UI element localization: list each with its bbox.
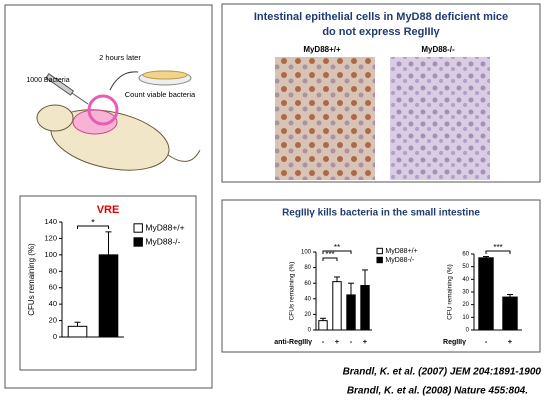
- bar: [502, 296, 518, 331]
- y-tick-label: 30: [462, 290, 469, 296]
- legend-swatch: [133, 223, 143, 233]
- y-tick-label: 60: [304, 281, 311, 287]
- bar: [98, 254, 119, 338]
- chart-title: VRE: [97, 204, 120, 216]
- y-tick-label: 20: [462, 302, 469, 308]
- vre-panel: [19, 195, 197, 371]
- significance-bracket: [322, 257, 338, 261]
- x-tick-label: +: [508, 337, 513, 346]
- y-tick-label: 40: [462, 277, 469, 283]
- bar: [360, 285, 370, 331]
- mouse-illustration: [36, 70, 201, 171]
- reference: Brandl, K. et al. (2007) JEM 204:1891-19…: [343, 367, 542, 378]
- y-tick-label: 100: [44, 250, 57, 259]
- histology-title: Intestinal epithelial cells in MyD88 def…: [254, 11, 508, 23]
- left-panel: [4, 4, 213, 389]
- x-tick-label: -: [485, 337, 488, 346]
- y-tick-label: 40: [49, 299, 57, 308]
- killing-panel: [221, 199, 541, 353]
- image-label: MyD88-/-: [421, 45, 455, 54]
- x-tick-label: -: [322, 337, 325, 346]
- bar: [332, 281, 342, 331]
- significance-label: ***: [325, 250, 334, 259]
- significance-label: *: [91, 218, 95, 229]
- y-tick-label: 20: [49, 316, 57, 325]
- y-tick-label: 60: [462, 252, 469, 258]
- bar: [478, 257, 494, 331]
- y-tick-label: 60: [49, 283, 57, 292]
- y-tick-label: 120: [44, 233, 57, 242]
- x-axis-label: anti-RegIIIγ: [274, 339, 312, 346]
- y-tick-label: 50: [462, 264, 469, 270]
- count-label: Count viable bacteria: [125, 90, 196, 99]
- legend-swatch: [133, 237, 143, 247]
- histology-panel: [221, 3, 541, 183]
- y-tick-label: 40: [304, 296, 311, 302]
- y-tick-label: 0: [53, 332, 57, 341]
- bar: [318, 320, 328, 331]
- y-tick-label: 0: [466, 328, 470, 334]
- legend-label: MyD88-/-: [145, 236, 180, 246]
- micrograph: [390, 57, 490, 180]
- panel-title: RegIIIγ kills bacteria in the small inte…: [282, 208, 480, 219]
- bar: [346, 294, 356, 331]
- y-tick-label: 10: [462, 315, 469, 321]
- injection-label: 1000 Bacteria: [26, 77, 69, 84]
- reference: Brandl, K. et al. (2008) Nature 455:804.: [347, 386, 528, 397]
- bar: [67, 325, 88, 338]
- significance-label: **: [334, 243, 340, 252]
- significance-bracket: [322, 250, 352, 254]
- image-label: MyD88+/+: [303, 45, 341, 54]
- y-tick-label: 20: [304, 312, 311, 318]
- legend-label: MyD88+/+: [145, 222, 184, 232]
- x-tick-label: +: [363, 337, 368, 346]
- legend-swatch: [376, 256, 383, 264]
- x-axis-label: RegIIIγ: [443, 339, 466, 346]
- y-tick-label: 80: [304, 265, 311, 271]
- histology-title: do not express RegIIIγ: [322, 26, 440, 38]
- micrograph: [275, 57, 375, 180]
- y-tick-label: 80: [49, 266, 57, 275]
- significance-bracket: [77, 225, 109, 229]
- x-tick-label: -: [350, 337, 353, 346]
- y-tick-label: 0: [308, 328, 312, 334]
- legend-label: MyD88-/-: [385, 257, 414, 264]
- y-tick-label: 100: [301, 250, 312, 256]
- significance-label: ***: [493, 243, 502, 252]
- y-tick-label: 140: [44, 217, 57, 226]
- legend-label: MyD88+/+: [385, 248, 417, 255]
- y-axis-label: CFU remaining (%): [447, 264, 454, 320]
- y-axis-label: CFUs remaining (%): [289, 262, 296, 321]
- x-tick-label: +: [335, 337, 340, 346]
- y-axis-label: CFUs remaining (%): [27, 243, 36, 316]
- significance-bracket: [485, 250, 511, 254]
- legend-swatch: [376, 247, 383, 255]
- delay-label: 2 hours later: [99, 53, 141, 62]
